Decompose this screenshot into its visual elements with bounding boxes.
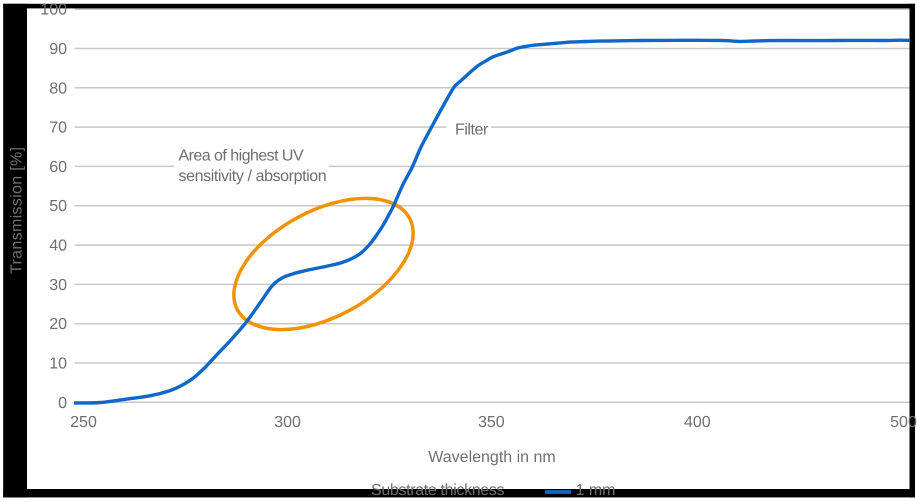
svg-text:sensitivity / absorption: sensitivity / absorption <box>179 168 327 185</box>
svg-text:100: 100 <box>40 2 67 19</box>
svg-text:50: 50 <box>49 198 67 215</box>
svg-text:30: 30 <box>49 277 67 294</box>
svg-text:70: 70 <box>49 120 67 137</box>
svg-text:90: 90 <box>49 41 67 58</box>
svg-text:Filter: Filter <box>455 122 489 139</box>
svg-text:Area of highest UV: Area of highest UV <box>179 148 304 165</box>
svg-text:1 mm: 1 mm <box>576 482 616 499</box>
svg-text:Wavelength in nm: Wavelength in nm <box>428 449 555 466</box>
svg-text:300: 300 <box>274 414 301 431</box>
svg-text:20: 20 <box>49 316 67 333</box>
svg-text:10: 10 <box>49 356 67 373</box>
svg-text:60: 60 <box>49 159 67 176</box>
svg-text:400: 400 <box>684 414 711 431</box>
svg-text:80: 80 <box>49 80 67 97</box>
svg-text:Transmission [%]: Transmission [%] <box>9 147 26 274</box>
svg-text:0: 0 <box>58 395 67 412</box>
svg-text:Substrate thickness: Substrate thickness <box>371 482 505 499</box>
svg-text:40: 40 <box>49 238 67 255</box>
svg-text:500: 500 <box>890 414 917 431</box>
svg-text:350: 350 <box>478 414 505 431</box>
svg-text:250: 250 <box>70 414 97 431</box>
